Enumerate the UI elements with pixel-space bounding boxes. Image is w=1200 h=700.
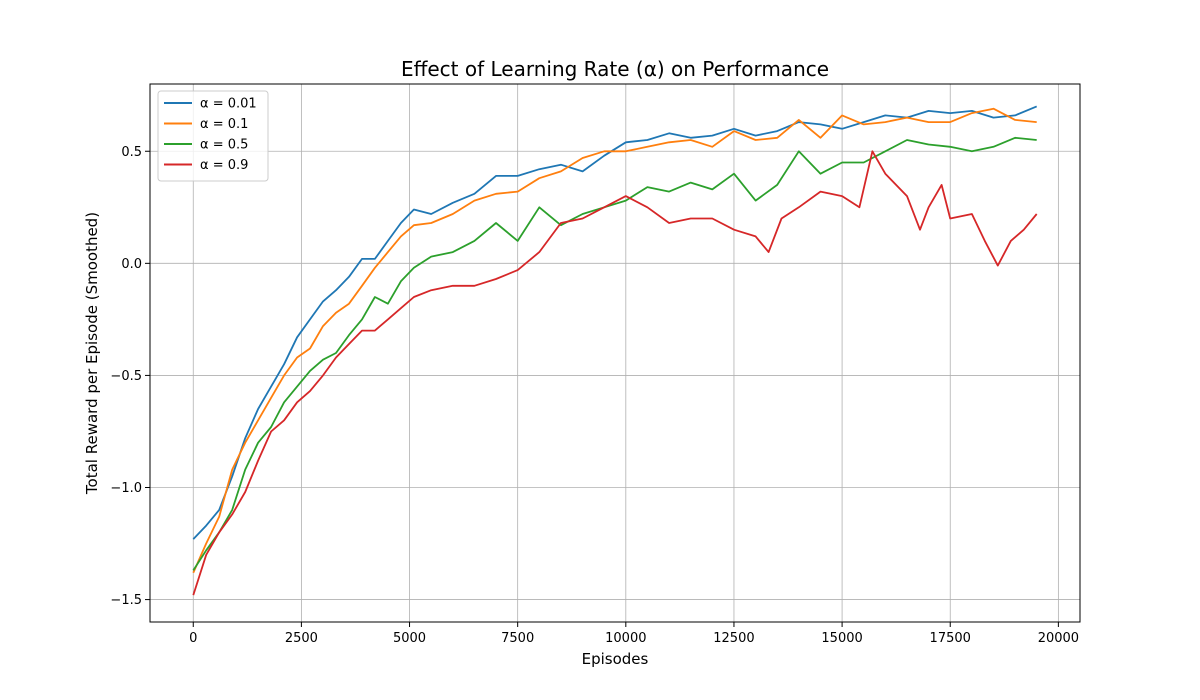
legend-label: α = 0.9 <box>200 158 248 173</box>
x-tick-label: 15000 <box>821 631 862 646</box>
legend-label: α = 0.01 <box>200 97 257 112</box>
x-tick-label: 0 <box>189 631 197 646</box>
y-tick-label: 0.0 <box>121 257 142 272</box>
x-tick-label: 17500 <box>930 631 971 646</box>
series-line-2 <box>192 107 1037 574</box>
series-line-4 <box>192 150 1038 596</box>
y-axis: −1.5 −1.0 −0.5 0.0 0.5 <box>110 145 150 608</box>
x-tick-label: 10000 <box>605 631 646 646</box>
y-tick-label: −0.5 <box>110 369 142 384</box>
series-line-1 <box>192 105 1038 540</box>
x-axis-label: Episodes <box>582 650 649 668</box>
x-axis: 0 2500 5000 7500 10000 12500 15000 17500 20000 <box>189 622 1079 646</box>
legend-label: α = 0.1 <box>200 117 248 132</box>
legend: α = 0.01 α = 0.1 α = 0.5 α = 0.9 <box>157 90 269 182</box>
y-axis-label: Total Reward per Episode (Smoothed) <box>83 212 101 495</box>
y-tick-label: −1.5 <box>110 593 142 608</box>
x-tick-label: 7500 <box>501 631 534 646</box>
legend-box <box>157 90 269 182</box>
plot-frame <box>149 83 1081 623</box>
x-tick-label: 20000 <box>1038 631 1079 646</box>
x-tick-label: 5000 <box>393 631 426 646</box>
chart-title: Effect of Learning Rate (α) on Performan… <box>401 57 829 81</box>
x-tick-label: 12500 <box>713 631 754 646</box>
y-tick-label: 0.5 <box>121 145 142 160</box>
legend-label: α = 0.5 <box>200 138 248 153</box>
y-tick-label: −1.0 <box>110 481 142 496</box>
plot-lines <box>192 105 1038 596</box>
x-tick-label: 2500 <box>285 631 318 646</box>
